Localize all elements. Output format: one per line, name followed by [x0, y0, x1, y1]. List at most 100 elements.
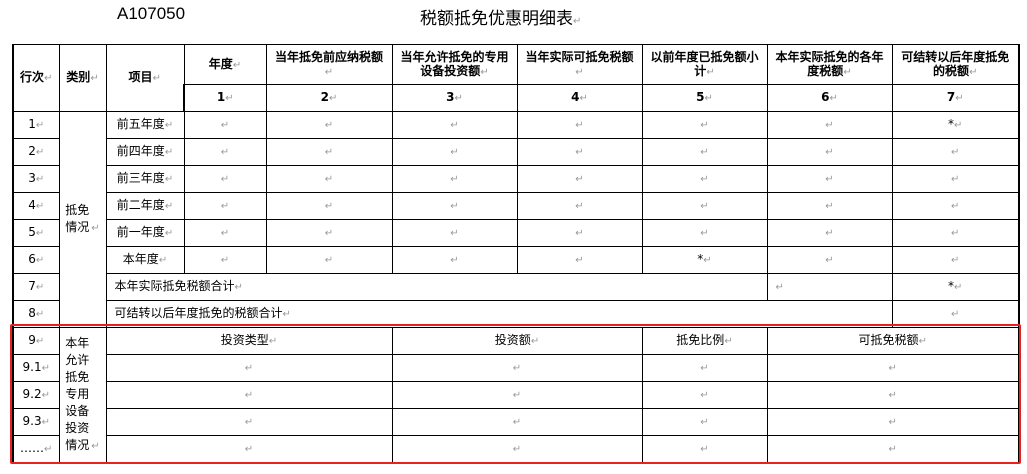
input-cell-col-7[interactable]	[891, 219, 1020, 247]
input-investment-amount[interactable]	[391, 435, 643, 463]
row-no: 6	[12, 246, 60, 274]
header-num-7: 7	[891, 84, 1020, 112]
row-no: 3	[12, 165, 60, 193]
cell-text: 7	[946, 90, 956, 104]
form-code: A107050	[117, 4, 186, 23]
row-no: ……	[12, 435, 60, 463]
input-creditable-tax[interactable]	[766, 408, 1020, 436]
input-investment-type[interactable]	[105, 408, 393, 436]
row-item: 前四年度	[105, 138, 185, 166]
input-cell-col-4[interactable]	[516, 246, 643, 274]
input-cell-col-7[interactable]: *	[891, 111, 1020, 139]
input-cell-col-4[interactable]	[516, 138, 643, 166]
cell-text: 行次	[20, 70, 45, 84]
input-creditable-tax[interactable]	[766, 354, 1020, 382]
row-item: 前二年度	[105, 192, 185, 220]
cell-text: 以前年度已抵免额小计	[650, 49, 759, 78]
input-cell-col-2[interactable]	[265, 165, 393, 193]
input-cell-col-7[interactable]	[891, 165, 1020, 193]
input-investment-type[interactable]	[105, 435, 393, 463]
input-cell-col-4[interactable]	[516, 165, 643, 193]
input-cell-col-6[interactable]	[766, 219, 893, 247]
input-cell-col-3[interactable]	[391, 246, 518, 274]
header-col-6: 本年实际抵免的各年度税额	[766, 44, 893, 85]
cell-text: 4	[28, 198, 36, 212]
input-cell-col-4[interactable]	[516, 111, 643, 139]
input-cell-col-4[interactable]	[516, 219, 643, 247]
row-item: 本年实际抵免税额合计	[105, 273, 768, 301]
cell-text: 前五年度	[116, 117, 165, 131]
input-investment-type[interactable]	[105, 354, 393, 382]
input-cell-col-1[interactable]	[183, 219, 267, 247]
input-cell-col-7[interactable]	[891, 300, 1020, 328]
input-cell-col-6[interactable]	[766, 246, 893, 274]
input-cell-col-1[interactable]	[183, 246, 267, 274]
row-no: 7	[12, 273, 60, 301]
input-cell-col-2[interactable]	[265, 219, 393, 247]
input-cell-col-5[interactable]	[641, 165, 768, 193]
header-num-row: 1 2 3 4 5 6 7	[13, 84, 1020, 112]
header-col-7: 可结转以后年度抵免的税额	[891, 44, 1020, 85]
input-cell-col-1[interactable]	[183, 111, 267, 139]
input-cell-col-5[interactable]: *	[641, 246, 768, 274]
input-cell-col-3[interactable]	[391, 219, 518, 247]
input-credit-ratio[interactable]	[641, 381, 768, 409]
input-cell-col-3[interactable]	[391, 192, 518, 220]
header-creditable-tax: 可抵免税额	[766, 327, 1020, 355]
input-cell-col-5[interactable]	[641, 111, 768, 139]
input-investment-amount[interactable]	[391, 408, 643, 436]
input-investment-amount[interactable]	[391, 381, 643, 409]
table-row: 5 前一年度	[12, 219, 1020, 247]
header-col-3: 当年允许抵免的专用设备投资额	[391, 44, 518, 85]
input-cell-col-5[interactable]	[641, 138, 768, 166]
input-cell-col-6[interactable]	[766, 273, 893, 301]
input-cell-col-3[interactable]	[391, 138, 518, 166]
input-cell-col-7[interactable]: *	[891, 273, 1020, 301]
header-num-5: 5	[641, 84, 768, 112]
input-cell-col-2[interactable]	[265, 138, 393, 166]
cell-text: 前一年度	[116, 225, 165, 239]
cell-text: 1	[28, 117, 36, 131]
input-cell-col-1[interactable]	[183, 165, 267, 193]
input-cell-col-3[interactable]	[391, 111, 518, 139]
cell-text: 当年允许抵免的专用设备投资额	[400, 49, 509, 78]
header-col-1: 年度	[183, 44, 267, 85]
input-investment-type[interactable]	[105, 381, 393, 409]
input-cell-col-5[interactable]	[641, 219, 768, 247]
input-cell-col-7[interactable]	[891, 246, 1020, 274]
input-cell-col-2[interactable]	[265, 246, 393, 274]
input-credit-ratio[interactable]	[641, 354, 768, 382]
input-cell-col-6[interactable]	[766, 111, 893, 139]
row-no: 9	[12, 327, 60, 355]
input-credit-ratio[interactable]	[641, 408, 768, 436]
input-cell-col-6[interactable]	[766, 138, 893, 166]
input-cell-col-1[interactable]	[183, 192, 267, 220]
input-credit-ratio[interactable]	[641, 435, 768, 463]
header-row-no: 行次	[12, 44, 60, 112]
header-row: 行次 类别 项目 年度 当年抵免前应纳税额 当年允许抵免的专用设备投资额 当年实际可抵免税额…	[12, 44, 1020, 112]
input-cell-col-5[interactable]	[641, 192, 768, 220]
cell-text: 投资类型	[220, 333, 269, 347]
row-item: 前五年度	[105, 111, 185, 139]
cell-text: *	[948, 279, 955, 293]
input-cell-col-3[interactable]	[391, 165, 518, 193]
input-creditable-tax[interactable]	[766, 435, 1020, 463]
cell-text: 8	[28, 306, 36, 320]
input-cell-col-7[interactable]	[891, 138, 1020, 166]
cell-text: 可结转以后年度抵免的税额	[901, 49, 1010, 78]
input-investment-amount[interactable]	[391, 354, 643, 382]
cell-text: 前四年度	[116, 144, 165, 158]
input-cell-col-6[interactable]	[766, 165, 893, 193]
input-creditable-tax[interactable]	[766, 381, 1020, 409]
input-cell-col-2[interactable]	[265, 111, 393, 139]
row-item: 前一年度	[105, 219, 185, 247]
input-cell-col-1[interactable]	[183, 138, 267, 166]
header-num-3: 3	[391, 84, 518, 112]
input-cell-col-2[interactable]	[265, 192, 393, 220]
cell-text: 4	[571, 90, 580, 104]
input-cell-col-4[interactable]	[516, 192, 643, 220]
input-cell-col-7[interactable]	[891, 192, 1020, 220]
input-cell-col-6[interactable]	[766, 192, 893, 220]
header-col-4: 当年实际可抵免税额	[516, 44, 643, 85]
row-no: 8	[12, 300, 60, 328]
